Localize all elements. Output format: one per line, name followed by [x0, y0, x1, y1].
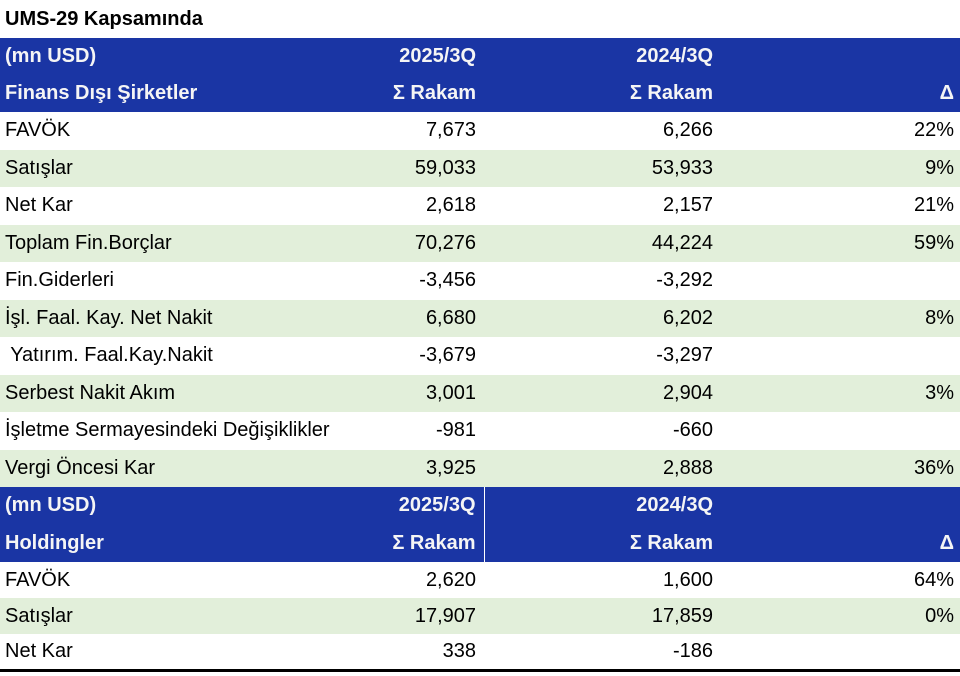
table-row: İşl. Faal. Kay. Net Nakit 6,680 6,202 8%: [0, 299, 960, 337]
group-label: Finans Dışı Şirketler: [5, 82, 198, 104]
value-prior: 2,904: [662, 381, 713, 404]
period-current-header: 2025/3Q: [368, 487, 485, 525]
value-current: -3,679: [419, 344, 476, 367]
sum-header-current: Σ Rakam: [368, 524, 485, 562]
row-label: Net Kar: [5, 639, 73, 662]
delta-value: 59%: [913, 231, 954, 254]
group-label: Holdingler: [5, 531, 104, 554]
value-current: 3,001: [425, 381, 476, 404]
delta-value: 8%: [925, 306, 954, 329]
delta-value: [720, 634, 960, 670]
value-prior: 44,224: [651, 231, 713, 254]
delta-value: 0%: [925, 604, 954, 627]
row-label: Serbest Nakit Akım: [5, 381, 176, 404]
table-row: Fin.Giderleri -3,456 -3,292: [0, 262, 960, 300]
value-current: 3,925: [425, 456, 476, 479]
table-row: Vergi Öncesi Kar 3,925 2,888 36%: [0, 449, 960, 487]
value-prior: -3,297: [656, 344, 713, 367]
table-row: FAVÖK 7,673 6,266 22%: [0, 112, 960, 150]
delta-value: [720, 337, 960, 375]
sum-header-prior: Σ Rakam: [629, 82, 713, 104]
table-row: İşletme Sermayesindeki Değişiklikler -98…: [0, 412, 960, 450]
value-prior: 6,202: [662, 306, 713, 329]
section2-header-group-row: Holdingler Σ Rakam Σ Rakam Δ: [0, 524, 960, 562]
value-current: 338: [442, 639, 476, 662]
value-current: 7,673: [425, 119, 476, 142]
value-current: -3,456: [419, 269, 476, 292]
delta-value: 9%: [925, 156, 954, 179]
section1-header-group-row: Finans Dışı Şirketler Σ Rakam Σ Rakam Δ: [0, 75, 960, 112]
table-row: Net Kar 2,618 2,157 21%: [0, 187, 960, 225]
unit-label: (mn USD): [5, 494, 97, 517]
sum-header-prior: Σ Rakam: [629, 531, 713, 554]
value-prior: 53,933: [651, 156, 713, 179]
delta-value: 3%: [925, 381, 954, 404]
value-prior: -660: [672, 419, 713, 442]
delta-header: Δ: [939, 531, 954, 554]
row-label: Satışlar: [5, 156, 73, 179]
section1-header-period-row: (mn USD) 2025/3Q 2024/3Q: [0, 38, 960, 75]
page-title: UMS-29 Kapsamında: [5, 7, 203, 30]
row-label: Toplam Fin.Borçlar: [5, 231, 172, 254]
table-row: Satışlar 17,907 17,859 0%: [0, 598, 960, 634]
delta-value: 21%: [913, 194, 954, 217]
value-current: 70,276: [414, 231, 476, 254]
row-label: Fin.Giderleri: [5, 269, 114, 292]
delta-value: 36%: [913, 456, 954, 479]
table-row: Satışlar 59,033 53,933 9%: [0, 149, 960, 187]
value-current: 17,907: [414, 604, 476, 627]
value-current: -981: [435, 419, 476, 442]
empty-header-cell: [720, 38, 960, 75]
table-row: Net Kar 338 -186: [0, 634, 960, 670]
empty-header-cell: [720, 487, 960, 525]
value-prior: -186: [672, 639, 713, 662]
delta-value: [720, 412, 960, 450]
row-label: Vergi Öncesi Kar: [5, 456, 156, 479]
value-prior: 17,859: [651, 604, 713, 627]
value-current: 6,680: [425, 306, 476, 329]
delta-header: Δ: [939, 82, 954, 104]
period-current-header: 2025/3Q: [399, 45, 476, 67]
delta-value: 64%: [913, 568, 954, 591]
value-prior: 6,266: [662, 119, 713, 142]
table-row: FAVÖK 2,620 1,600 64%: [0, 562, 960, 598]
period-prior-header: 2024/3Q: [636, 494, 713, 517]
period-prior-header: 2024/3Q: [636, 45, 713, 67]
row-label: FAVÖK: [5, 119, 71, 142]
unit-label: (mn USD): [5, 45, 97, 67]
table-row: Yatırım. Faal.Kay.Nakit -3,679 -3,297: [0, 337, 960, 375]
row-label: Net Kar: [5, 194, 73, 217]
row-label: Satışlar: [5, 604, 73, 627]
value-current: 59,033: [414, 156, 476, 179]
sum-header-current: Σ Rakam: [392, 82, 476, 104]
financial-table: (mn USD) 2025/3Q 2024/3Q Finans Dışı Şir…: [0, 38, 960, 672]
row-label: İşl. Faal. Kay. Net Nakit: [5, 306, 213, 329]
value-current: 2,620: [425, 568, 476, 591]
delta-value: 22%: [913, 119, 954, 142]
table-row: Serbest Nakit Akım 3,001 2,904 3%: [0, 374, 960, 412]
value-prior: 2,888: [662, 456, 713, 479]
value-prior: 1,600: [662, 568, 713, 591]
row-label: Yatırım. Faal.Kay.Nakit: [5, 344, 213, 367]
section2-header-period-row: (mn USD) 2025/3Q 2024/3Q: [0, 487, 960, 525]
row-label: FAVÖK: [5, 568, 71, 591]
row-label: İşletme Sermayesindeki Değişiklikler: [5, 419, 330, 442]
value-prior: -3,292: [656, 269, 713, 292]
value-prior: 2,157: [662, 194, 713, 217]
table-row: Toplam Fin.Borçlar 70,276 44,224 59%: [0, 224, 960, 262]
delta-value: [720, 262, 960, 300]
value-current: 2,618: [425, 194, 476, 217]
